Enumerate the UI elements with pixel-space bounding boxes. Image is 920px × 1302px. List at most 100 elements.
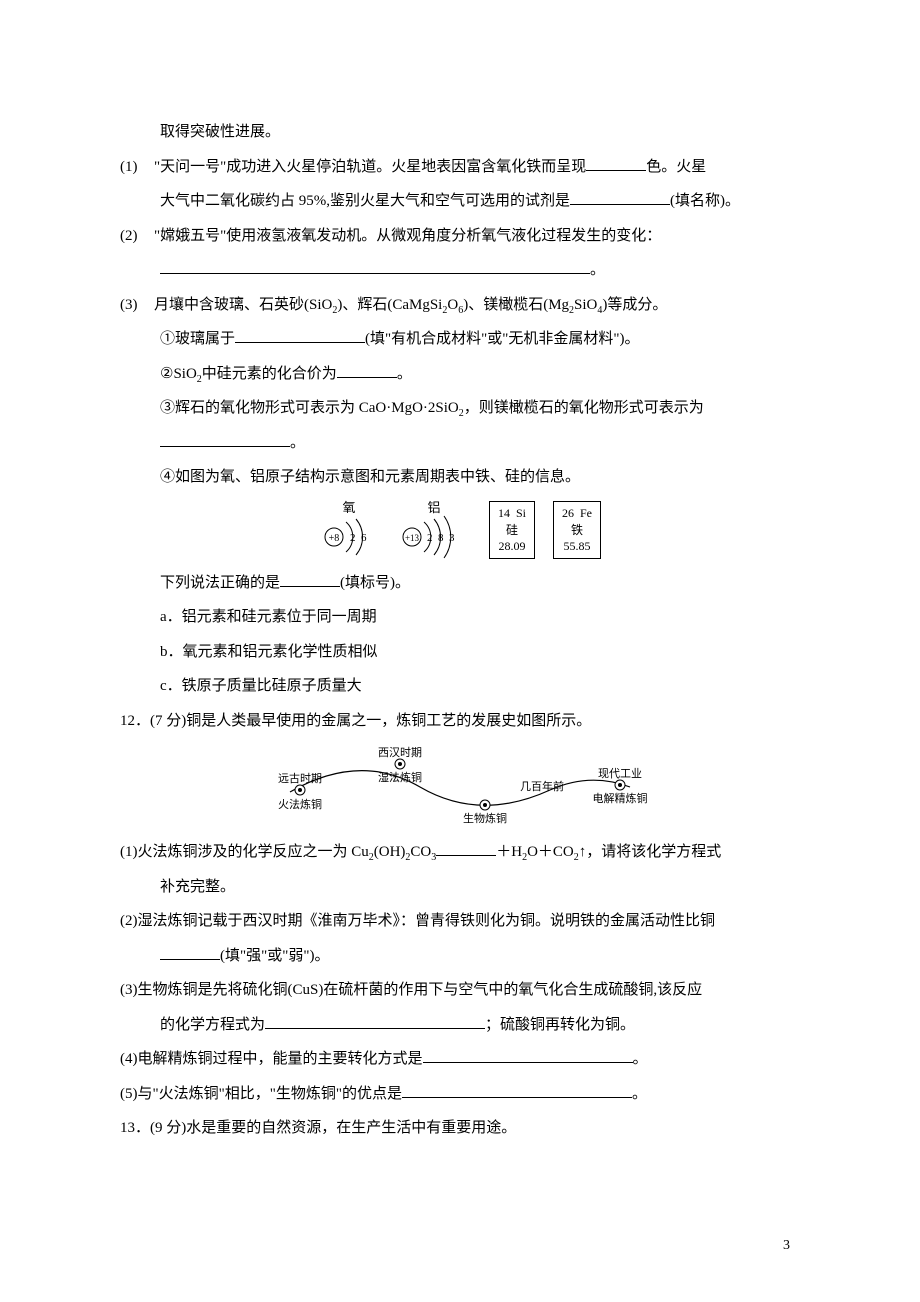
t3-bot: 生物炼铜 bbox=[463, 811, 507, 825]
q2-prefix: (2) bbox=[120, 219, 154, 254]
q12-num: 12． bbox=[120, 713, 150, 729]
svg-text:6: 6 bbox=[361, 532, 367, 544]
q3-opt-a: a．铝元素和硅元素位于同一周期 bbox=[120, 600, 800, 635]
oxygen-label: 氧 bbox=[342, 501, 355, 514]
oxygen-atom: 氧 +8 2 6 bbox=[319, 501, 379, 560]
q12-p3-b: 的化学方程式为 bbox=[160, 1017, 265, 1033]
q12-p5-a: (5)与"火法炼铜"相比，"生物炼铜"的优点是 bbox=[120, 1086, 402, 1102]
aluminum-atom-icon: +13 2 8 3 bbox=[397, 514, 471, 560]
q12-p1-b: (OH) bbox=[374, 844, 406, 860]
q1-text-c: 大气中二氧化碳约占 95%,鉴别火星大气和空气可选用的试剂是 bbox=[160, 193, 570, 209]
q3-lead-d: )、镁橄榄石(Mg bbox=[463, 297, 569, 313]
fe-sym: Fe bbox=[580, 506, 592, 520]
q2-blank[interactable] bbox=[160, 258, 590, 274]
q13-num: 13． bbox=[120, 1120, 150, 1136]
q3-s1: ①玻璃属于 (填"有机合成材料"或"无机非金属材料")。 bbox=[120, 322, 800, 357]
q12-p5: (5)与"火法炼铜"相比，"生物炼铜"的优点是。 bbox=[120, 1077, 800, 1112]
q1-blank2[interactable] bbox=[570, 189, 670, 205]
t4-bot: 电解精炼铜 bbox=[593, 791, 648, 805]
q3-s5-a: 下列说法正确的是 bbox=[160, 575, 280, 591]
q13-lead-text: 水是重要的自然资源，在生产生活中有重要用途。 bbox=[186, 1120, 516, 1136]
fe-name: 铁 bbox=[562, 522, 592, 539]
q12-p3-line2: 的化学方程式为；硫酸铜再转化为铜。 bbox=[120, 1008, 800, 1043]
q3-s3-a: ③辉石的氧化物形式可表示为 CaO·MgO·2SiO bbox=[160, 400, 459, 416]
q12-p2-b: (填"强"或"弱")。 bbox=[220, 948, 329, 964]
timeline-diagram: 远古时期 火法炼铜 西汉时期 湿法炼铜 几百年前 生物炼铜 现代工业 电解精炼铜 bbox=[120, 742, 800, 827]
q3-s2-b: 中硅元素的化合价为 bbox=[202, 366, 337, 382]
q1-text-b: 色。火星 bbox=[646, 159, 706, 175]
q12-p1-d: ＋H bbox=[496, 844, 522, 860]
fe-num: 26 bbox=[562, 506, 574, 520]
q12-p2: (2)湿法炼铜记载于西汉时期《淮南万毕术》：曾青得铁则化为铜。说明铁的金属活动性… bbox=[120, 904, 800, 939]
svg-text:2: 2 bbox=[427, 532, 433, 544]
q1-line1: (1)"天问一号"成功进入火星停泊轨道。火星地表因富含氧化铁而呈现 色。火星 bbox=[120, 150, 800, 185]
q3-s2-a: ②SiO bbox=[160, 366, 197, 382]
q12-p2-blank[interactable] bbox=[160, 944, 220, 960]
q3-opt-c: c．铁原子质量比硅原子质量大 bbox=[120, 669, 800, 704]
q1-line2: 大气中二氧化碳约占 95%,鉴别火星大气和空气可选用的试剂是 (填名称)。 bbox=[120, 184, 800, 219]
q12-p4-blank[interactable] bbox=[423, 1047, 633, 1063]
q1-text-d: (填名称)。 bbox=[670, 193, 740, 209]
svg-text:3: 3 bbox=[449, 532, 455, 544]
q1-blank1[interactable] bbox=[586, 155, 646, 171]
q3-lead-b: )、辉石(CaMgSi bbox=[337, 297, 442, 313]
aluminum-atom: 铝 +13 2 8 3 bbox=[397, 501, 471, 560]
si-mass: 28.09 bbox=[498, 538, 526, 555]
q13-points: (9 分) bbox=[150, 1120, 186, 1136]
t2-bot: 湿法炼铜 bbox=[378, 770, 422, 784]
q1-prefix: (1) bbox=[120, 150, 154, 185]
q12-p1-blank[interactable] bbox=[436, 840, 496, 856]
q3-s2: ②SiO2中硅元素的化合价为。 bbox=[120, 357, 800, 392]
q3-opt-b: b．氧元素和铝元素化学性质相似 bbox=[120, 635, 800, 670]
q12-p4: (4)电解精炼铜过程中，能量的主要转化方式是。 bbox=[120, 1042, 800, 1077]
q12-p1-a: (1)火法炼铜涉及的化学反应之一为 Cu bbox=[120, 844, 369, 860]
atom-diagram-row: 氧 +8 2 6 铝 +13 2 8 3 bbox=[120, 501, 800, 560]
q12-p4-a: (4)电解精炼铜过程中，能量的主要转化方式是 bbox=[120, 1051, 423, 1067]
t4-top: 现代工业 bbox=[598, 767, 642, 780]
q3-s3-b: ，则镁橄榄石的氧化物形式可表示为 bbox=[464, 400, 704, 416]
q13-lead: 13．(9 分)水是重要的自然资源，在生产生活中有重要用途。 bbox=[120, 1111, 800, 1146]
iron-box: 26 Fe 铁 55.85 bbox=[553, 501, 601, 559]
q2-blank-row: 。 bbox=[120, 253, 800, 288]
svg-text:8: 8 bbox=[438, 532, 444, 544]
q12-p1-f: ↑，请将该化学方程式 bbox=[579, 844, 722, 860]
fe-mass: 55.85 bbox=[562, 538, 592, 555]
q3-s3-line1: ③辉石的氧化物形式可表示为 CaO·MgO·2SiO2，则镁橄榄石的氧化物形式可… bbox=[120, 391, 800, 426]
q3-s5-blank[interactable] bbox=[280, 571, 340, 587]
svg-text:+8: +8 bbox=[329, 533, 340, 544]
q3-s1-blank[interactable] bbox=[235, 327, 365, 343]
q2-line1: (2)"嫦娥五号"使用液氢液氧发动机。从微观角度分析氧气液化过程发生的变化： bbox=[120, 219, 800, 254]
timeline-svg: 远古时期 火法炼铜 西汉时期 湿法炼铜 几百年前 生物炼铜 现代工业 电解精炼铜 bbox=[250, 742, 670, 827]
t1-top: 远古时期 bbox=[278, 772, 322, 785]
svg-text:+13: +13 bbox=[405, 533, 420, 543]
silicon-box: 14 Si 硅 28.09 bbox=[489, 501, 535, 559]
q12-p1-c: CO bbox=[410, 844, 431, 860]
q3-s1-a: ①玻璃属于 bbox=[160, 331, 235, 347]
q1-text-a: "天问一号"成功进入火星停泊轨道。火星地表因富含氧化铁而呈现 bbox=[154, 159, 586, 175]
q3-s5: 下列说法正确的是 (填标号)。 bbox=[120, 566, 800, 601]
page-number: 3 bbox=[783, 1230, 790, 1262]
q3-prefix: (3) bbox=[120, 288, 154, 323]
q3-s5-b: (填标号)。 bbox=[340, 575, 410, 591]
q12-p1-line2: 补充完整。 bbox=[120, 870, 800, 905]
q2-text-a: "嫦娥五号"使用液氢液氧发动机。从微观角度分析氧气液化过程发生的变化： bbox=[154, 228, 661, 244]
si-name: 硅 bbox=[498, 522, 526, 539]
q12-lead: 12．(7 分)铜是人类最早使用的金属之一，炼铜工艺的发展史如图所示。 bbox=[120, 704, 800, 739]
q3-s3-blank[interactable] bbox=[160, 431, 290, 447]
t2-top: 西汉时期 bbox=[378, 746, 422, 759]
q3-lead-c: O bbox=[447, 297, 458, 313]
q3-s1-b: (填"有机合成材料"或"无机非金属材料")。 bbox=[365, 331, 639, 347]
q3-s3-line2: 。 bbox=[120, 426, 800, 461]
q12-p3: (3)生物炼铜是先将硫化铜(CuS)在硫杆菌的作用下与空气中的氧气化合生成硫酸铜… bbox=[120, 973, 800, 1008]
q12-p5-blank[interactable] bbox=[402, 1082, 632, 1098]
q3-lead: (3)月壤中含玻璃、石英砂(SiO2)、辉石(CaMgSi2O6)、镁橄榄石(M… bbox=[120, 288, 800, 323]
q12-p1: (1)火法炼铜涉及的化学反应之一为 Cu2(OH)2CO3＋H2O＋CO2↑，请… bbox=[120, 835, 800, 870]
page: 取得突破性进展。 (1)"天问一号"成功进入火星停泊轨道。火星地表因富含氧化铁而… bbox=[0, 0, 920, 1302]
q12-lead-text: 铜是人类最早使用的金属之一，炼铜工艺的发展史如图所示。 bbox=[186, 713, 591, 729]
t1-bot: 火法炼铜 bbox=[278, 797, 322, 811]
q3-lead-a: 月壤中含玻璃、石英砂(SiO bbox=[154, 297, 332, 313]
q12-p3-blank[interactable] bbox=[265, 1013, 485, 1029]
svg-text:2: 2 bbox=[350, 532, 356, 544]
q3-s2-blank[interactable] bbox=[337, 362, 397, 378]
q3-lead-e: SiO bbox=[574, 297, 597, 313]
